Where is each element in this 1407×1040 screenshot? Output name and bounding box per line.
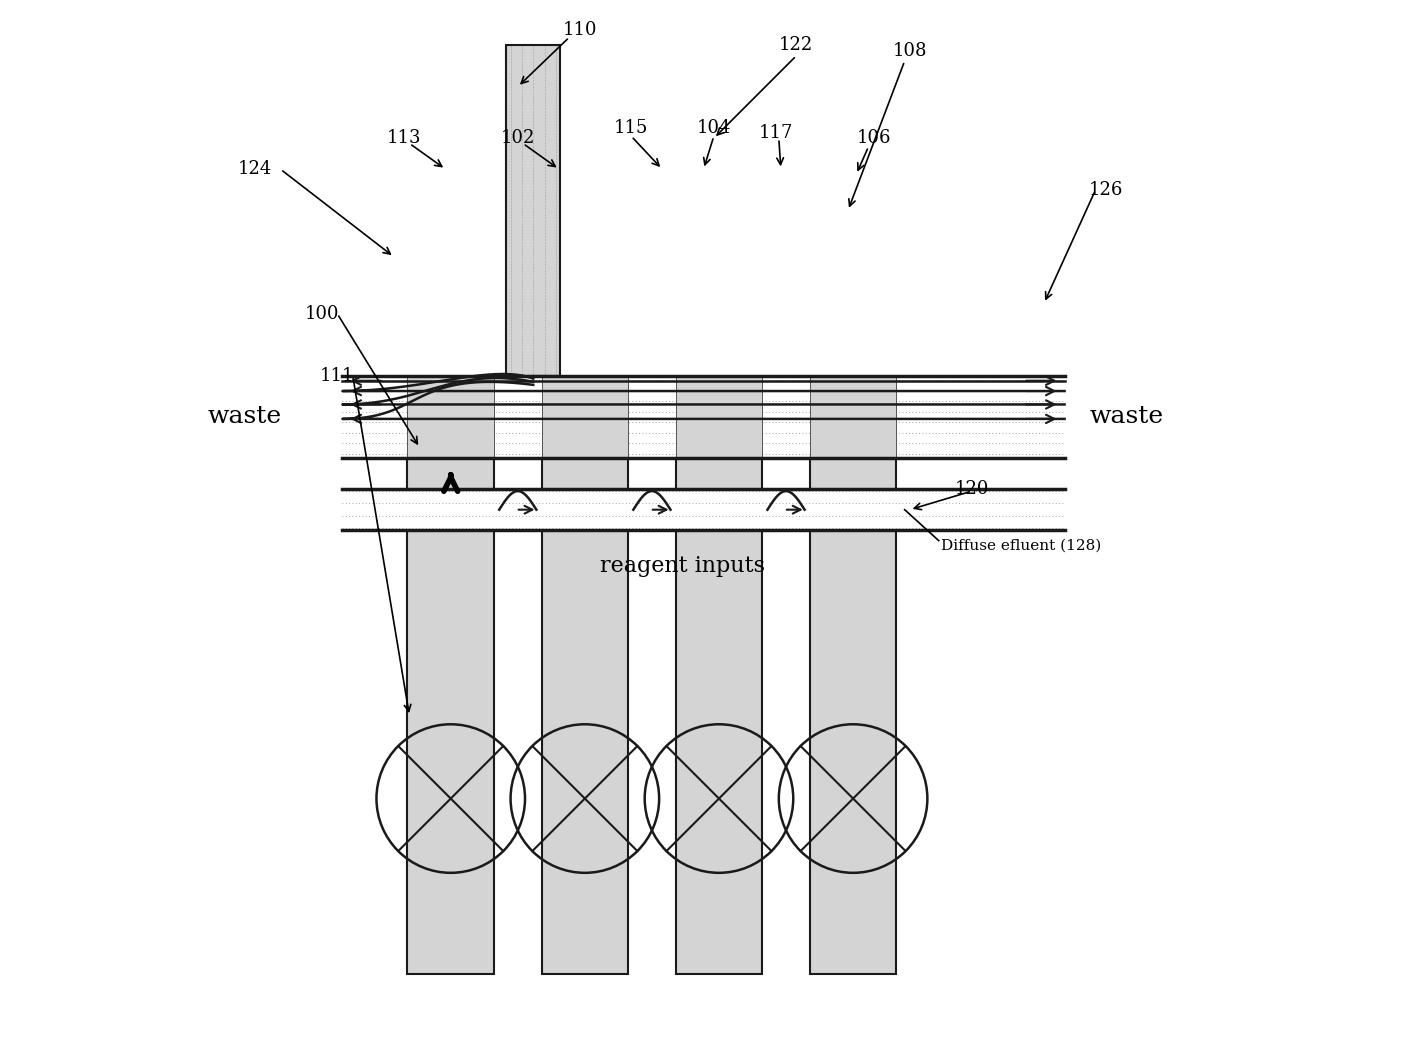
Text: waste: waste [207, 406, 281, 428]
Text: 120: 120 [954, 480, 989, 498]
Bar [408, 458, 494, 530]
Bar [675, 530, 763, 973]
Text: 106: 106 [857, 129, 891, 148]
Text: 111: 111 [319, 366, 355, 385]
Bar [675, 458, 763, 530]
Bar [408, 530, 494, 973]
Bar [810, 458, 896, 530]
Text: 115: 115 [613, 119, 649, 137]
Bar [542, 458, 628, 530]
Bar [507, 46, 560, 375]
Bar [542, 375, 628, 458]
Text: Diffuse efluent (128): Diffuse efluent (128) [941, 539, 1102, 553]
Bar [810, 530, 896, 973]
Text: 113: 113 [387, 129, 422, 148]
Bar [810, 375, 896, 458]
Text: 122: 122 [779, 36, 813, 54]
Text: 124: 124 [238, 160, 272, 178]
Text: 110: 110 [563, 21, 597, 38]
Text: 102: 102 [501, 129, 535, 148]
Text: 104: 104 [696, 119, 732, 137]
Text: waste: waste [1089, 406, 1164, 428]
Text: 117: 117 [758, 124, 794, 142]
Bar [408, 375, 494, 458]
Text: 126: 126 [1089, 181, 1123, 199]
Text: 100: 100 [304, 305, 339, 322]
Text: 108: 108 [892, 42, 927, 59]
Bar [342, 375, 1065, 458]
Text: reagent inputs: reagent inputs [601, 555, 765, 577]
Bar [542, 530, 628, 973]
Bar [675, 375, 763, 458]
Bar [342, 489, 1065, 530]
